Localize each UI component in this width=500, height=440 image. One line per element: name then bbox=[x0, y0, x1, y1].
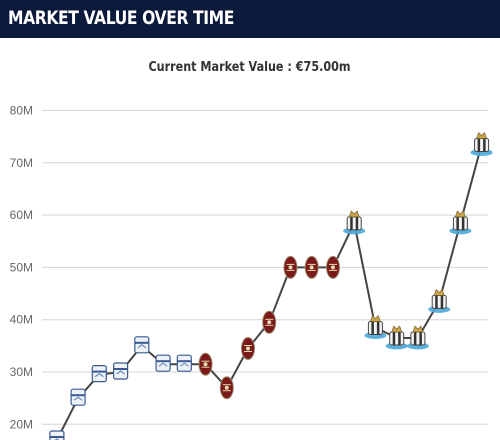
y-tick-label: 40M bbox=[10, 313, 33, 327]
y-tick-label: 50M bbox=[10, 260, 33, 274]
data-point[interactable] bbox=[49, 430, 65, 440]
y-axis-ticks: 20M 30M 40M 50M 60M 70M 80M bbox=[10, 103, 33, 431]
data-point[interactable] bbox=[326, 255, 340, 279]
data-point[interactable] bbox=[283, 255, 298, 279]
data-point[interactable] bbox=[134, 336, 150, 354]
chart-header-title: MARKET VALUE OVER TIME bbox=[8, 7, 234, 29]
data-point[interactable] bbox=[112, 362, 129, 380]
plot-area bbox=[42, 100, 488, 440]
data-point[interactable] bbox=[241, 337, 255, 360]
data-point[interactable] bbox=[428, 288, 451, 313]
data-point[interactable] bbox=[219, 376, 234, 400]
chart-title: Current Market Value : €75.00m bbox=[148, 60, 352, 75]
subtitle-container: Current Market Value : €75.00m bbox=[0, 58, 500, 76]
data-point[interactable] bbox=[70, 388, 86, 406]
data-point[interactable] bbox=[304, 255, 319, 279]
y-tick-label: 20M bbox=[10, 417, 33, 431]
y-tick-label: 80M bbox=[10, 103, 33, 117]
data-point[interactable] bbox=[449, 210, 472, 235]
data-point[interactable] bbox=[176, 354, 192, 372]
club-markers bbox=[49, 131, 493, 440]
y-tick-label: 70M bbox=[10, 156, 33, 170]
data-point[interactable] bbox=[91, 365, 107, 383]
data-point[interactable] bbox=[364, 314, 387, 340]
data-point[interactable] bbox=[406, 325, 429, 350]
y-tick-label: 30M bbox=[10, 365, 33, 379]
data-point[interactable] bbox=[155, 354, 171, 372]
data-point[interactable] bbox=[385, 325, 408, 350]
data-point[interactable] bbox=[198, 352, 213, 376]
y-tick-label: 60M bbox=[10, 208, 33, 222]
data-point[interactable] bbox=[262, 310, 277, 334]
data-point[interactable] bbox=[343, 210, 366, 235]
chart-header: MARKET VALUE OVER TIME bbox=[0, 0, 500, 38]
data-point[interactable] bbox=[470, 131, 493, 157]
